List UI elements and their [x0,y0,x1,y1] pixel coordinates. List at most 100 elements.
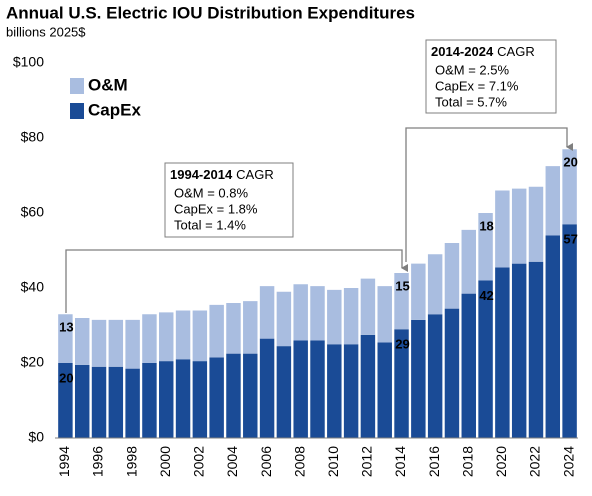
x-tick-label: 1996 [90,446,106,477]
data-label: 57 [563,232,577,247]
bar-segment [58,363,73,438]
x-tick-label: 2012 [359,446,375,477]
bar-segment [125,368,140,438]
x-tick-label: 2010 [325,446,341,477]
bar-segment [545,235,561,438]
y-tick-label: $100 [13,54,44,70]
bar-segment [259,338,275,438]
bar-segment [495,267,510,438]
bar-segment [159,361,174,438]
bar-segment [226,353,241,438]
bar-segment [226,303,241,354]
bar-segment [142,314,157,363]
data-label: 42 [479,288,493,303]
bar-segment [276,291,292,347]
x-tick-label: 2000 [157,446,173,477]
y-tick-label: $60 [21,204,45,220]
bar-segment [74,318,90,365]
bar-segment [360,334,376,438]
bar-segment [310,340,325,438]
bar-segment [91,366,107,438]
bar-segment [461,229,476,294]
x-tick-label: 2004 [224,446,240,477]
annotation-line: CapEx = 1.8% [174,201,258,216]
annotation-line: Total = 5.7% [435,94,507,109]
bar-segment [74,364,90,438]
bar-segment [411,319,426,438]
bar-segment [142,363,157,438]
annotation-heading-text: CAGR [497,44,535,59]
bar-segment [243,301,258,354]
bar-segment [377,342,392,438]
legend-label: O&M [88,75,128,94]
y-tick-label: $80 [21,129,45,145]
bar-segment [478,213,493,281]
legend-label: CapEx [88,100,141,119]
bar-segment [343,288,359,345]
bar-segment [411,263,426,320]
bar-segment [528,261,544,438]
annotation-heading-text: CAGR [236,167,274,182]
bar-segment [209,304,224,358]
data-label: 18 [479,218,493,233]
annotation-period: 1994-2014 [170,167,233,182]
bar-segment [528,186,544,262]
data-label: 13 [59,320,73,335]
y-tick-label: $0 [28,429,44,445]
x-tick-label: 2008 [291,446,307,477]
bar-segment [478,280,493,438]
legend-swatch [70,103,84,119]
legend-swatch [70,78,84,94]
y-tick-label: $20 [21,354,45,370]
x-tick-label: 2018 [459,446,475,477]
bar-segment [108,366,124,438]
x-tick-label: 1994 [56,446,72,477]
bar-segment [444,243,460,309]
annotation-period: 2014-2024 [431,44,494,59]
bar-segment [276,346,292,438]
data-label: 20 [59,370,73,385]
annotation-box [164,162,294,238]
bar-segment [562,149,577,225]
x-tick-label: 2014 [392,446,408,477]
bar-segment [444,308,460,438]
bar-segment [175,310,191,360]
chart-subtitle: billions 2025$ [6,24,86,39]
bar-segment [175,359,191,438]
bar-segment [427,254,443,315]
bar-segment [377,286,392,343]
annotation-line: O&M = 0.8% [174,185,248,200]
bar-segment [125,319,140,369]
x-tick-label: 2020 [493,446,509,477]
annotation-heading: 1994-2014 CAGR [170,167,274,182]
bar-segment [159,312,174,362]
bracket-arrow [65,249,408,313]
x-tick-label: 2016 [426,446,442,477]
annotation-line: CapEx = 7.1% [435,78,519,93]
bar-segment [91,319,107,367]
bar-segment [427,314,443,438]
bar-segment [327,344,342,438]
data-label: 15 [395,278,409,293]
data-label: 20 [563,155,577,170]
bar-segment [293,340,308,438]
bar-segment [259,286,275,339]
annotation-box [425,39,557,114]
bar-segment [192,310,208,362]
bar-segment [360,278,376,335]
x-tick-label: 2024 [560,446,576,477]
chart-title: Annual U.S. Electric IOU Distribution Ex… [6,3,415,22]
bar-segment [511,263,527,438]
bar-segment [243,353,258,438]
bar-segment [511,188,527,264]
bar-segment [327,289,342,345]
bar-segment [58,314,73,363]
bar-segment [545,166,561,236]
annotation-line: Total = 1.4% [174,217,246,232]
bar-segment [209,357,224,438]
bar-segment [192,361,208,438]
bar-segment [495,190,510,268]
bar-segment [562,224,577,438]
bracket-arrow [405,127,573,262]
